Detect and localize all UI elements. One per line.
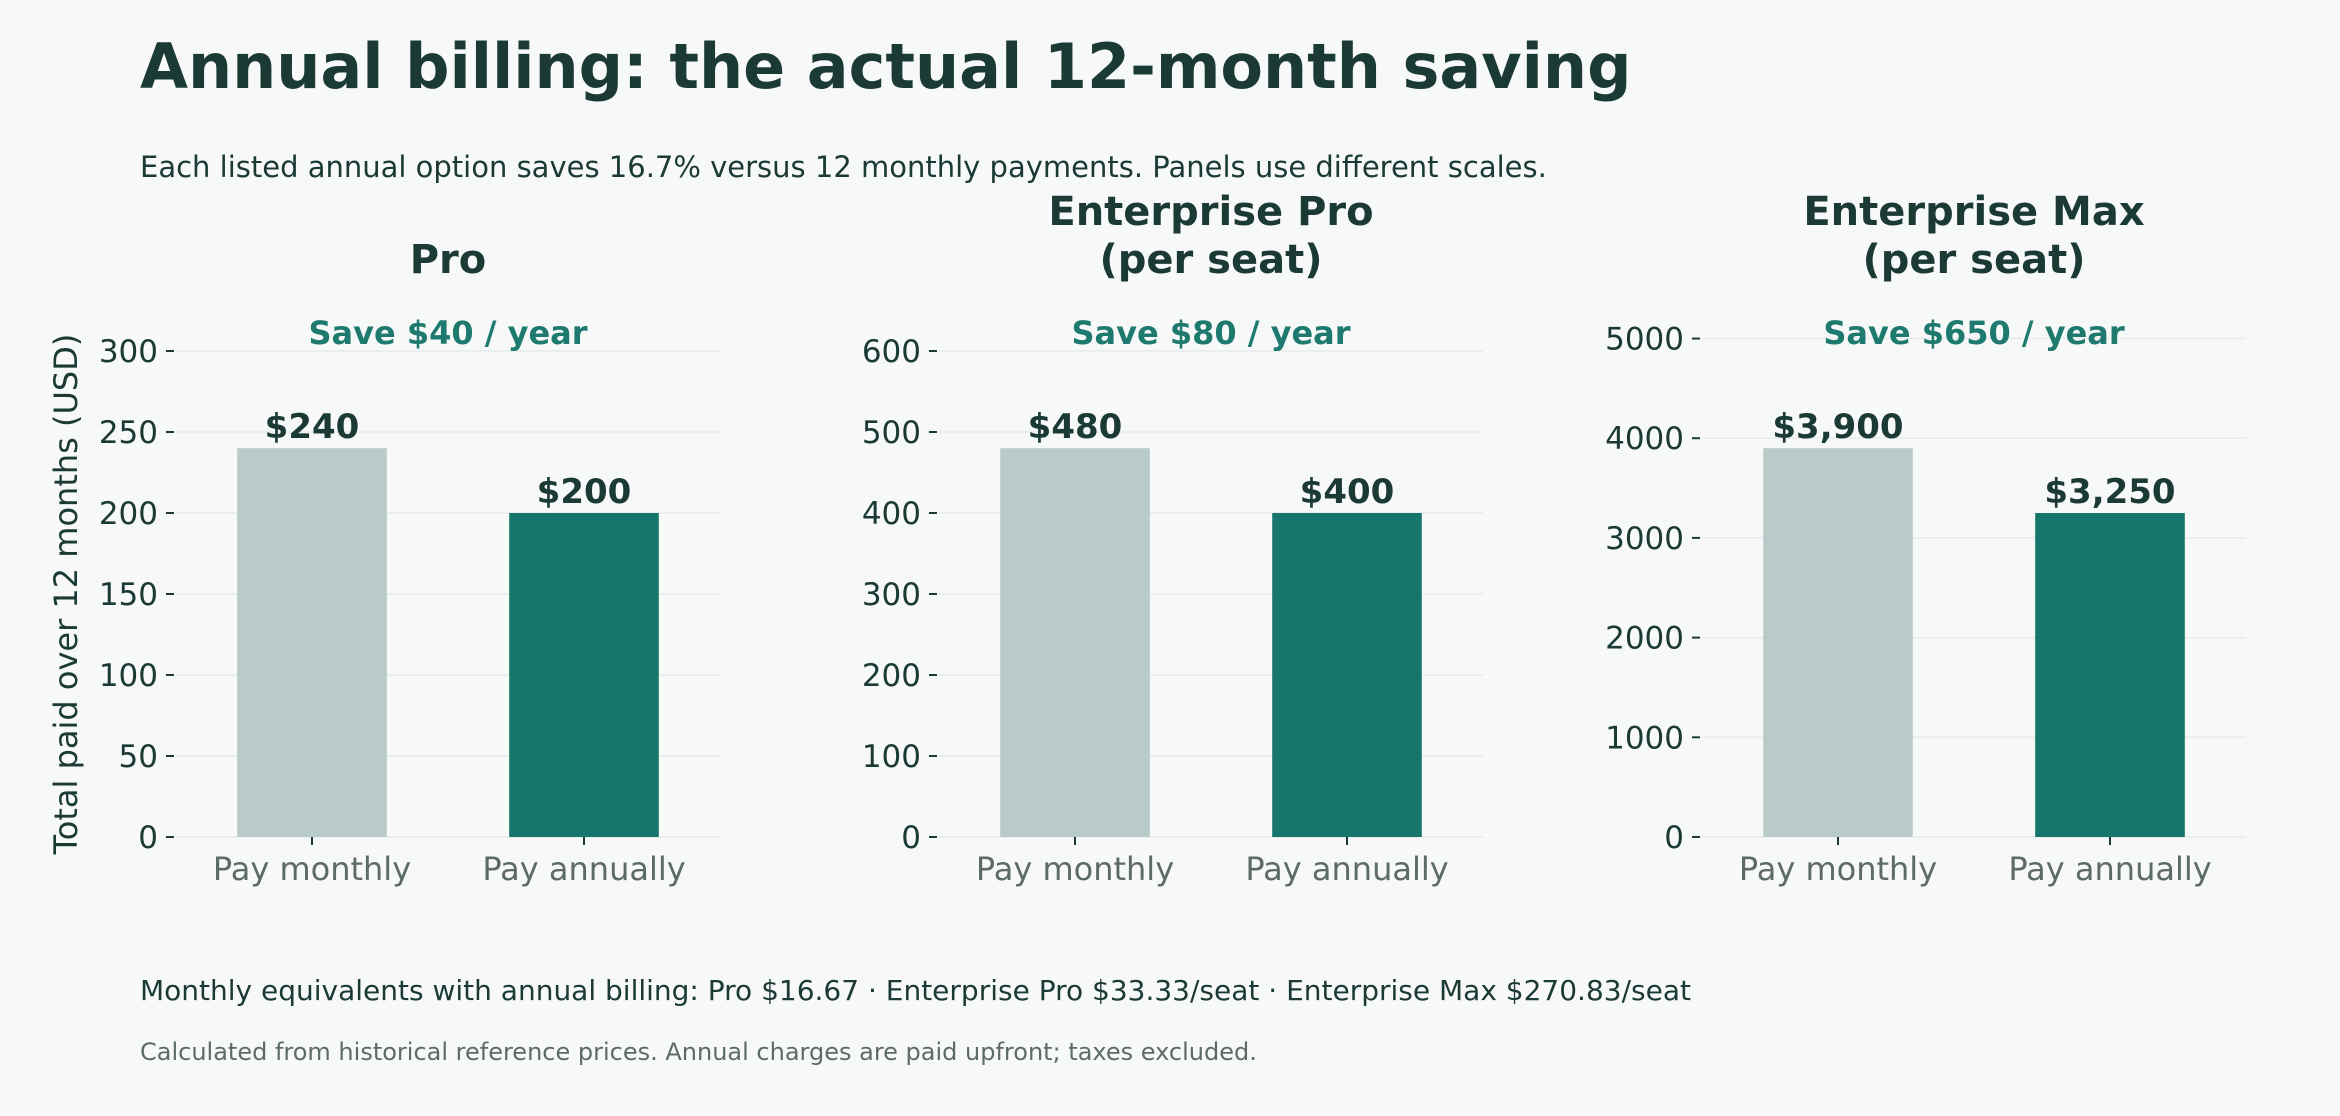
bar-pay-annually [2035, 513, 2185, 837]
y-tick-label: 250 [99, 415, 158, 451]
y-tick-label: 500 [862, 415, 921, 451]
y-tick-label: 0 [901, 820, 921, 856]
bar-pay-monthly [237, 448, 387, 837]
bar-value-label: $240 [265, 407, 360, 447]
y-tick-label: 100 [99, 658, 158, 694]
savings-annotation: Save $80 / year [1071, 314, 1350, 352]
bar-pay-monthly [1000, 448, 1150, 837]
bar-pay-monthly [1763, 448, 1913, 837]
y-axis-label: Total paid over 12 months (USD) [47, 334, 85, 856]
y-tick-label: 0 [138, 820, 158, 856]
source-note: Calculated from historical reference pri… [140, 1038, 1257, 1066]
y-tick-label: 150 [99, 577, 158, 613]
y-tick-label: 300 [862, 577, 921, 613]
y-tick-label: 50 [119, 739, 158, 775]
panel-title: Pro [410, 237, 487, 283]
bar-value-label: $3,900 [1772, 407, 1903, 447]
y-tick-label: 200 [862, 658, 921, 694]
bar-value-label: $400 [1300, 472, 1395, 512]
chart-title: Annual billing: the actual 12-month savi… [140, 30, 1632, 103]
panel-title: Enterprise Pro [1048, 189, 1373, 235]
monthly-equivalents-note: Monthly equivalents with annual billing:… [140, 974, 1691, 1007]
chart-subtitle: Each listed annual option saves 16.7% ve… [140, 150, 1547, 184]
y-tick-label: 100 [862, 739, 921, 775]
y-tick-label: 4000 [1605, 421, 1684, 457]
panel-title: (per seat) [1099, 237, 1322, 283]
x-tick-label: Pay monthly [976, 850, 1174, 888]
x-tick-label: Pay annually [2008, 850, 2211, 888]
y-tick-label: 3000 [1605, 521, 1684, 557]
bar-value-label: $480 [1028, 407, 1123, 447]
y-tick-label: 0 [1664, 820, 1684, 856]
y-tick-label: 400 [862, 496, 921, 532]
y-tick-label: 600 [862, 334, 921, 370]
y-tick-label: 2000 [1605, 621, 1684, 657]
x-tick-label: Pay annually [1245, 850, 1448, 888]
bar-value-label: $3,250 [2044, 472, 2175, 512]
x-tick-label: Pay monthly [213, 850, 411, 888]
x-tick-label: Pay annually [482, 850, 685, 888]
savings-annotation: Save $650 / year [1823, 314, 2125, 352]
savings-annotation: Save $40 / year [308, 314, 587, 352]
y-tick-label: 200 [99, 496, 158, 532]
panel-title: (per seat) [1862, 237, 2085, 283]
bar-pay-annually [1272, 513, 1422, 837]
panel-title: Enterprise Max [1803, 189, 2145, 235]
bar-value-label: $200 [537, 472, 632, 512]
y-tick-label: 5000 [1605, 322, 1684, 358]
y-tick-label: 1000 [1605, 720, 1684, 756]
bar-pay-annually [509, 513, 659, 837]
y-tick-label: 300 [99, 334, 158, 370]
x-tick-label: Pay monthly [1739, 850, 1937, 888]
